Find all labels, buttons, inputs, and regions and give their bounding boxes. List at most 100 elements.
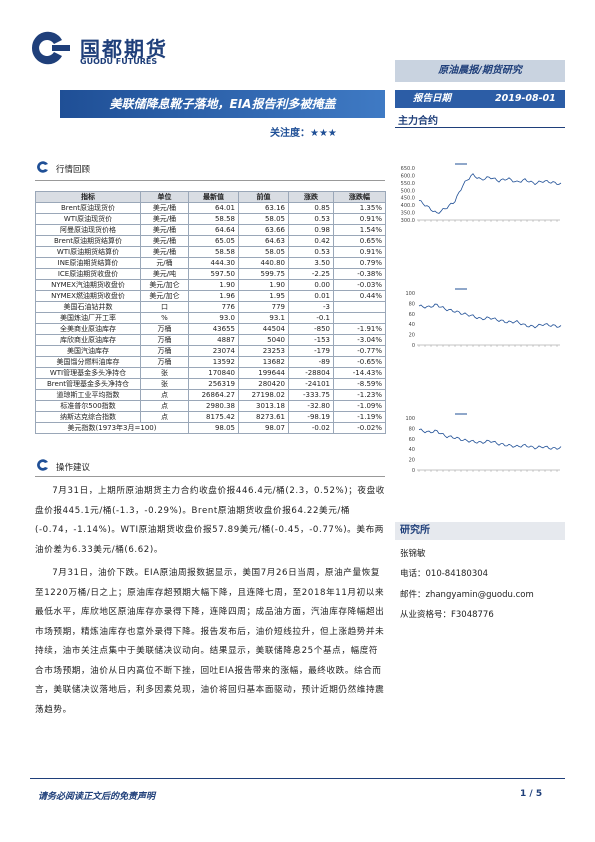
cell: 64.63 [238,235,289,247]
cell: 0.01 [288,290,334,302]
y-tick-label: 40 [409,447,415,453]
cell: 0.85 [288,202,334,214]
cell: -0.38% [333,268,386,280]
cell: 597.50 [188,268,239,280]
cell: -0.02% [333,422,386,434]
row-label: WTI原油现货价 [35,213,141,225]
cell: 43655 [188,323,239,335]
table-row: WTI原油现货价 美元/桶 58.58 58.05 0.53 0.91% [35,213,386,225]
row-label: Brent管理基金多头净持仓 [35,378,141,390]
cell: -333.75 [288,389,334,401]
column-header: 单位 [140,191,189,203]
table-row: 库欣商业原油库存 万桶 4887 5040 -153 -3.04% [35,334,386,346]
cell: 63.16 [238,202,289,214]
row-label: 阿曼原油现货价格 [35,224,141,236]
column-header: 涨跌幅 [333,191,386,203]
y-tick-label: 20 [409,458,415,464]
date: 2019-08-01 [495,93,556,104]
cell: 170840 [188,367,239,379]
y-tick-label: 100 [405,291,415,297]
logo-en: GUODU FUTURES [80,57,158,66]
row-label: WTI管理基金多头净持仓 [35,367,141,379]
cell: -850 [288,323,334,335]
cell: 1.35% [333,202,386,214]
header-row: 指标 单位 最新值 前值 涨跌 涨跌幅 [35,191,386,203]
phone: 电话：010-84180304 [400,569,489,579]
cell: 点 [140,389,189,401]
row-label: NYMEX汽油期货收盘价 [35,279,141,291]
section-heading: 行情回顾 [56,165,91,175]
cell: 65.05 [188,235,239,247]
y-tick-label: 0 [412,468,415,474]
page-number: 1 / 5 [520,789,543,799]
cell: -1.23% [333,389,386,401]
cell: 0.42 [288,235,334,247]
logo-icon [31,31,70,65]
cell: 0.44% [333,290,386,302]
row-label: 道琼斯工业平均指数 [35,389,141,401]
disclaimer: 请务必阅读正文后的免责声明 [38,792,156,802]
cell: 0.53 [288,246,334,258]
cell: 5040 [238,334,289,346]
row-label: 库欣商业原油库存 [35,334,141,346]
cell: 元/桶 [140,257,189,269]
cell: 13592 [188,356,239,368]
cell: 美元/桶 [140,202,189,214]
row-label: Brent原油现货价 [35,202,141,214]
cell: 23253 [238,345,289,357]
table-row: Brent管理基金多头净持仓张 256319 280420 -24101 -8.59% [35,378,386,390]
cell: 美元/桶 [140,246,189,258]
cell: 3013.18 [238,400,289,412]
cell: 1.54% [333,224,386,236]
cell: 44504 [238,323,289,335]
row-label: 美国馏分燃料油库存 [35,356,141,368]
cell: -14.43% [333,367,386,379]
date-label: 报告日期 [413,93,452,104]
cell: -0.65% [333,356,386,368]
cell: 4887 [188,334,239,346]
cell: 776 [188,301,239,313]
cell: 张 [140,378,189,390]
cell: 256319 [188,378,239,390]
cell: -28804 [288,367,334,379]
y-tick-label: 60 [409,312,415,318]
cell: -1.91% [333,323,386,335]
table-row: Brent原油现货价 美元/桶 64.01 63.16 0.85 1.35% [35,202,386,214]
section-icon [37,459,48,471]
cell: 280420 [238,378,289,390]
y-tick-label: 0 [412,343,415,349]
cell: 0.53 [288,213,334,225]
cell: 万桶 [140,323,189,335]
cell: 58.58 [188,213,239,225]
table-row: 美国石油钻井数口 776 779 -3 [35,301,386,313]
cell: 0.91% [333,213,386,225]
cell: 23074 [188,345,239,357]
cell: 0.98 [288,224,334,236]
rule [35,476,385,477]
row-label: 全美商业原油库存 [35,323,141,335]
row-label: INE原油期货结算价 [35,257,141,269]
cell: 98.07 [238,422,289,434]
table-row: 美国炼油厂开工率% 93.0 93.1 -0.1 [35,312,386,324]
cell: -2.25 [288,268,334,280]
market-table: 指标 单位 最新值 前值 涨跌 涨跌幅 Brent原油现货价 美元/桶 64.01 63.16 0.… [35,191,386,434]
cell: 1.95 [238,290,289,302]
logo-cn: 国都期货 [80,37,168,61]
cell: 1.90 [188,279,239,291]
cell: 26864.27 [188,389,239,401]
table-row: 纳斯达克综合指数点 8175.42 8273.61 -98.19 -1.19% [35,411,386,423]
cell: 1.90 [238,279,289,291]
cell: 0.91% [333,246,386,258]
table-row: Brent原油期货结算价 美元/桶 65.05 64.63 0.42 0.65% [35,235,386,247]
cell: 440.80 [238,257,289,269]
attention-label: 关注度： [270,128,310,139]
table-row: 美国馏分燃料油库存 万桶 13592 13682 -89 -0.65% [35,356,386,368]
cell: -153 [288,334,334,346]
attention: 关注度：★★★ [270,124,337,139]
row-label: 美国炼油厂开工率 [35,312,141,324]
row-label: Brent原油期货结算价 [35,235,141,247]
column-header: 涨跌 [288,191,334,203]
row-label: WTI原油期货结算价 [35,246,141,258]
table-row: WTI原油期货结算价 美元/桶 58.58 58.05 0.53 0.91% [35,246,386,258]
y-tick-label: 60 [409,437,415,443]
